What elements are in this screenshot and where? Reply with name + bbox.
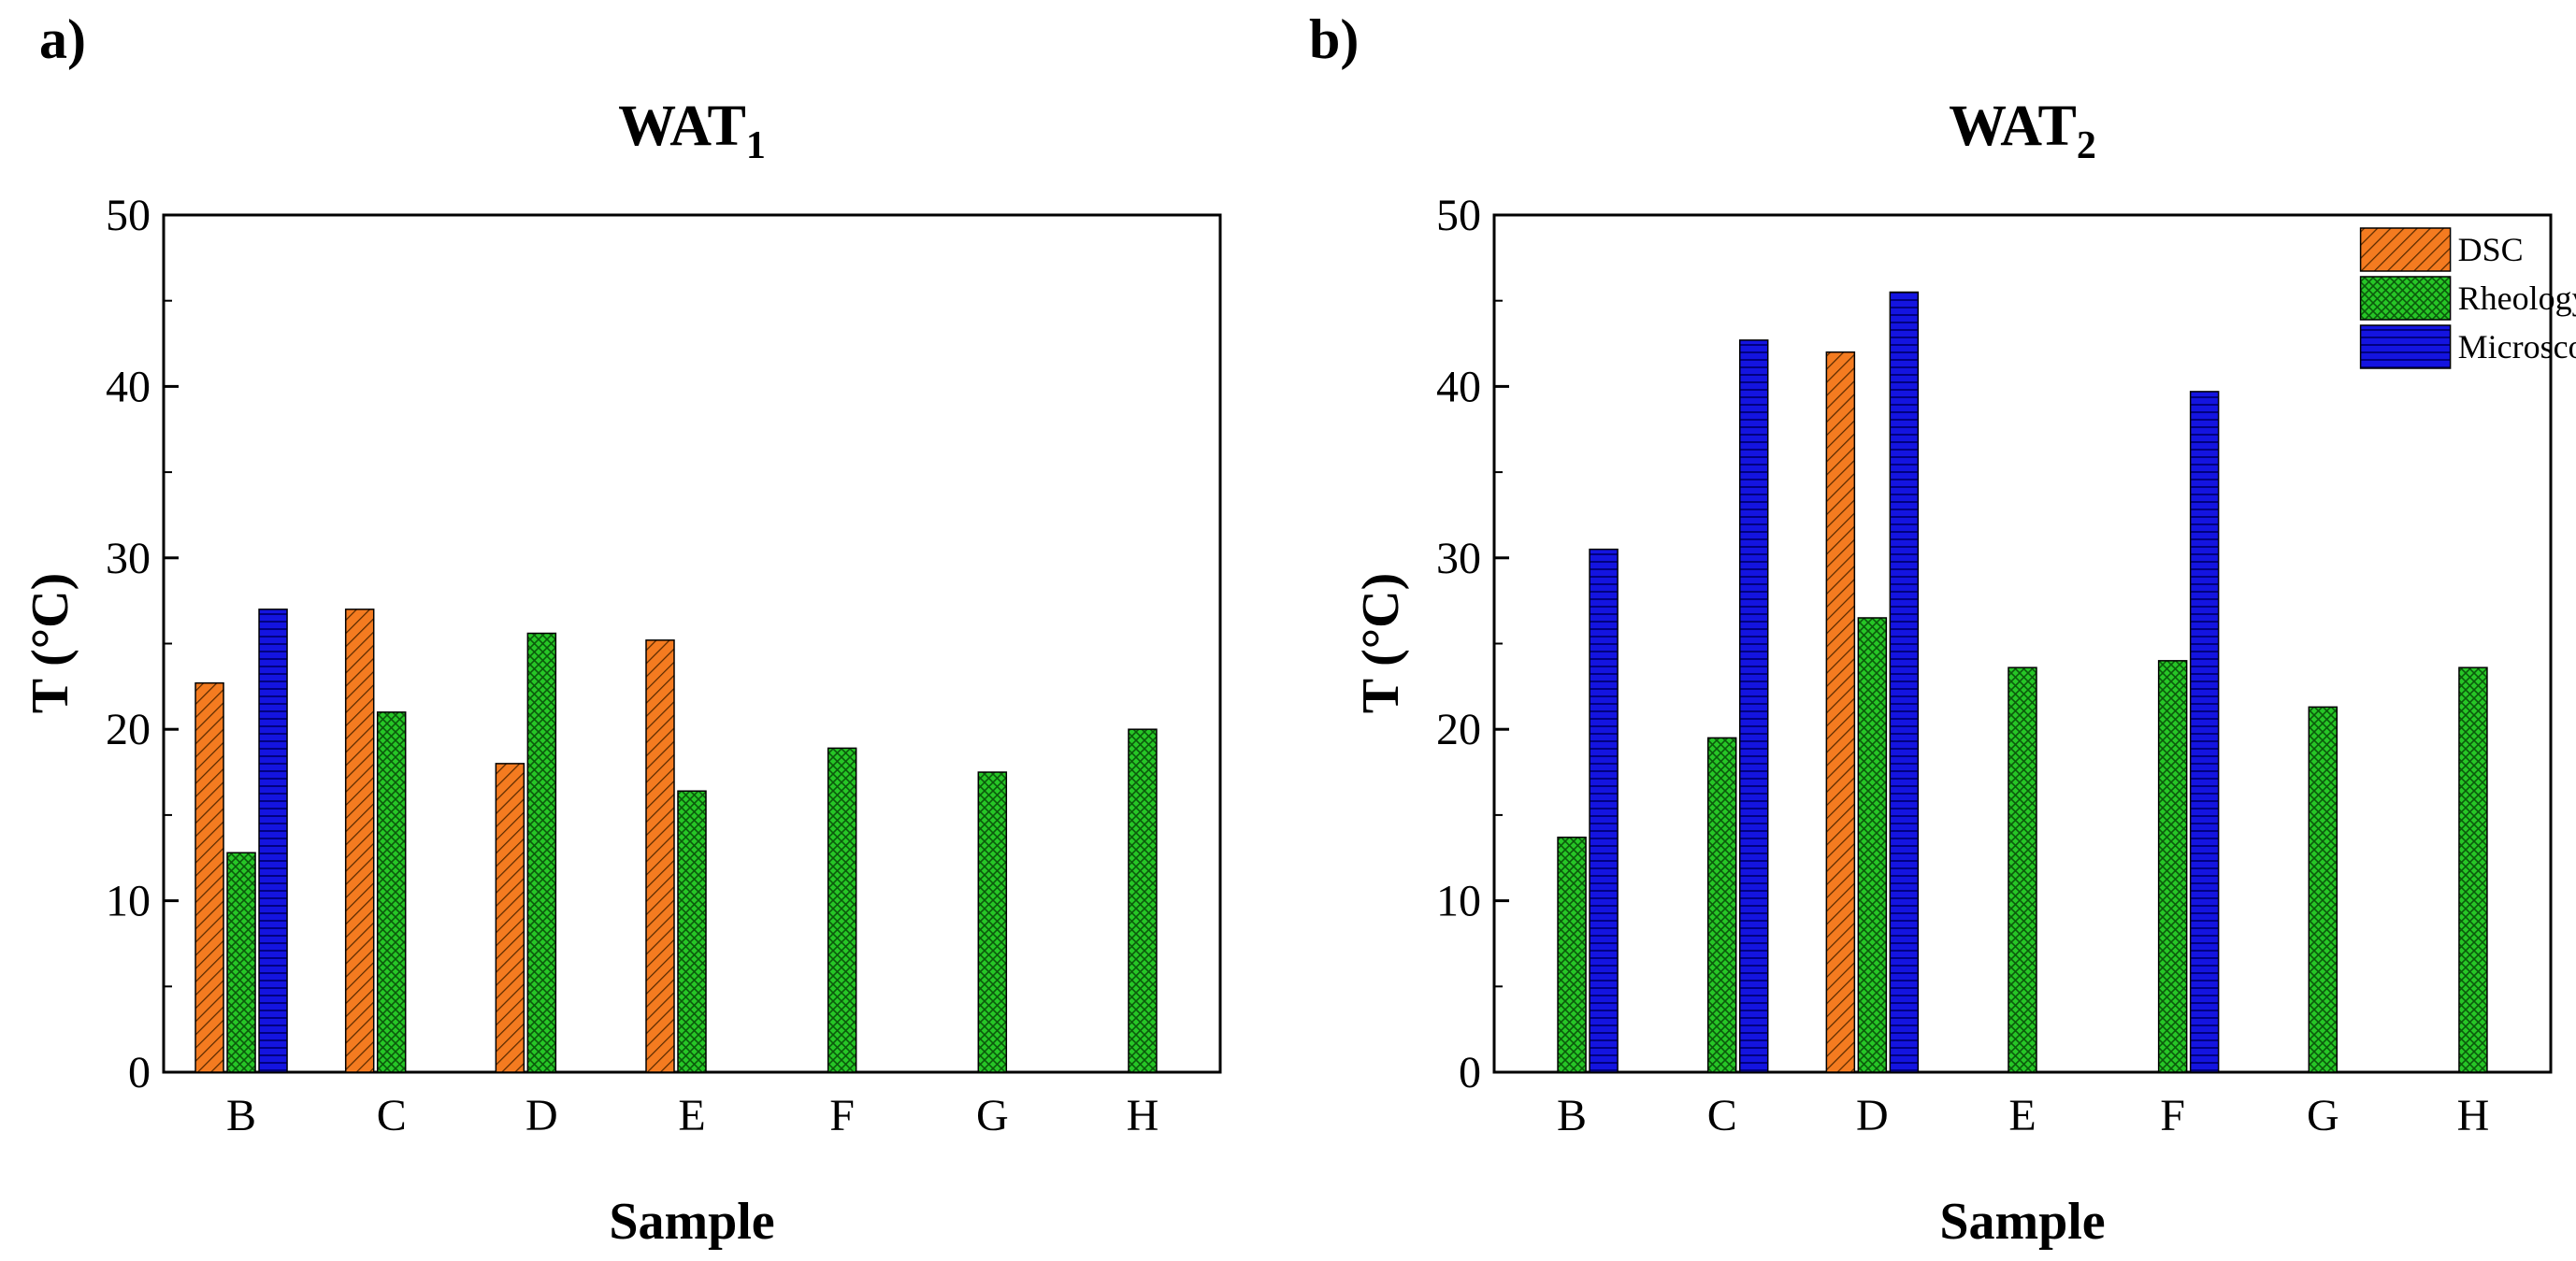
x-tick-label: G <box>2307 1091 2339 1140</box>
chart-title-a-subscript: 1 <box>746 124 766 167</box>
chart-title-b-main: WAT <box>1949 94 2077 158</box>
x-tick-label: H <box>2457 1091 2490 1140</box>
legend-swatch-rheology <box>2359 276 2452 321</box>
panel-label-b: b) <box>1309 8 1359 70</box>
y-axis-label-b: T (°C) <box>1352 573 1410 713</box>
chart-title-b: WAT2 <box>1949 94 2096 167</box>
x-tick-label: C <box>377 1091 407 1140</box>
x-ticks-b: B C D E F G H <box>1557 1057 2489 1140</box>
x-tick-label: D <box>1856 1091 1889 1140</box>
y-ticks-b: 0 10 20 30 40 50 <box>1436 191 1509 1097</box>
y-tick-label: 20 <box>1436 705 1481 754</box>
x-tick-label: D <box>525 1091 558 1140</box>
bar-rheology-C <box>1706 737 1737 1073</box>
y-tick-label: 10 <box>106 877 151 926</box>
bar-rheology-F <box>2157 660 2188 1073</box>
x-axis-label-b: Sample <box>1939 1193 2105 1251</box>
x-tick-label: B <box>226 1091 256 1140</box>
bar-microscopy-C <box>1738 339 1769 1073</box>
y-tick-label: 0 <box>128 1048 151 1097</box>
bar-rheology-E <box>677 790 707 1073</box>
y-tick-label: 20 <box>106 705 151 754</box>
legend-swatch-dsc <box>2359 227 2452 272</box>
bars-b <box>1557 291 2488 1073</box>
y-axis-label-a: T (°C) <box>22 573 79 713</box>
y-tick-label: 40 <box>106 362 151 411</box>
bar-rheology-D <box>1857 617 1888 1073</box>
bar-microscopy-B <box>1589 548 1619 1073</box>
legend: DSC Rheology Microscopy <box>2359 227 2576 369</box>
bar-rheology-B <box>1557 836 1587 1073</box>
bar-rheology-G <box>2308 706 2339 1073</box>
y-tick-label: 0 <box>1459 1048 1481 1097</box>
bar-microscopy-B <box>258 609 288 1073</box>
bar-dsc-D <box>495 763 525 1073</box>
bar-rheology-G <box>977 771 1008 1073</box>
x-tick-label: G <box>976 1091 1009 1140</box>
x-tick-label: H <box>1127 1091 1159 1140</box>
bar-rheology-H <box>2458 666 2488 1073</box>
bar-microscopy-D <box>1889 291 1920 1073</box>
x-axis-label-a: Sample <box>609 1193 774 1251</box>
bar-rheology-C <box>376 711 407 1073</box>
chart-a: a) WAT1 0 10 20 30 40 50 B C D E F G H T (°C) Sampl… <box>22 8 1222 1251</box>
bar-rheology-D <box>526 632 557 1073</box>
legend-swatch-microscopy <box>2359 324 2452 369</box>
legend-label-dsc: DSC <box>2458 231 2524 268</box>
y-ticks-a: 0 10 20 30 40 50 <box>106 191 179 1097</box>
bar-rheology-F <box>827 747 857 1073</box>
bar-dsc-E <box>645 639 675 1073</box>
chart-title-b-subscript: 2 <box>2077 124 2096 167</box>
y-tick-label: 40 <box>1436 362 1481 411</box>
x-tick-label: E <box>2008 1091 2036 1140</box>
bar-rheology-E <box>2008 666 2037 1073</box>
bar-dsc-D <box>1825 351 1856 1073</box>
y-tick-label: 10 <box>1436 877 1481 926</box>
bar-rheology-B <box>226 852 256 1073</box>
x-tick-label: F <box>829 1091 855 1140</box>
y-tick-label: 30 <box>106 534 151 583</box>
chart-b: b) WAT2 0 10 20 30 40 50 B C D E F G H DSC Rheology M… <box>1309 8 2576 1251</box>
y-tick-label: 50 <box>106 191 151 240</box>
y-tick-label: 50 <box>1436 191 1481 240</box>
x-tick-label: F <box>2160 1091 2185 1140</box>
x-tick-label: C <box>1707 1091 1737 1140</box>
chart-title-a-main: WAT <box>618 94 746 158</box>
bar-rheology-H <box>1128 728 1158 1073</box>
panel-label-a: a) <box>39 8 86 70</box>
x-tick-label: E <box>678 1091 705 1140</box>
bar-dsc-C <box>344 609 375 1073</box>
bars-a <box>194 609 1158 1073</box>
bar-dsc-B <box>194 681 224 1073</box>
legend-label-microscopy: Microscopy <box>2458 328 2576 365</box>
y-tick-label: 30 <box>1436 534 1481 583</box>
chart-title-a: WAT1 <box>618 94 766 167</box>
legend-label-rheology: Rheology <box>2458 279 2576 317</box>
x-tick-label: B <box>1557 1091 1587 1140</box>
bar-microscopy-F <box>2189 391 2220 1073</box>
